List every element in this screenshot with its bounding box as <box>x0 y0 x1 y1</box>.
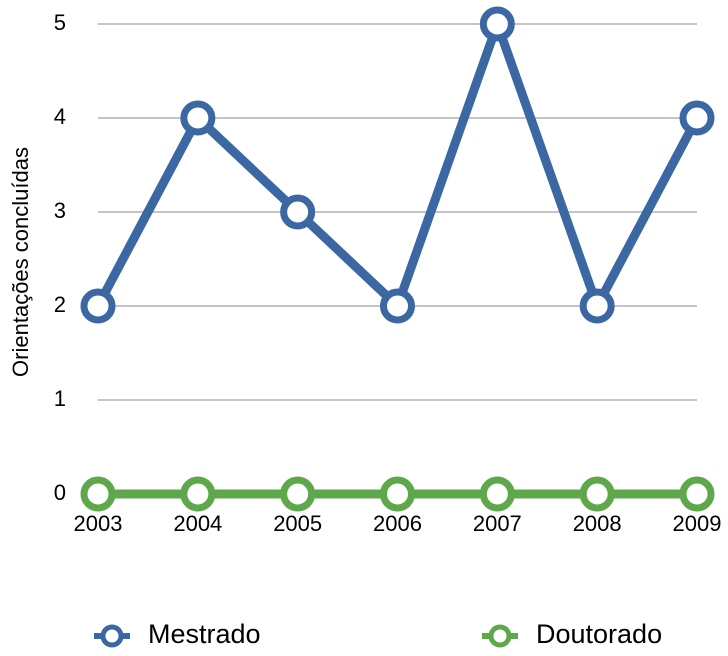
x-tick-label: 2005 <box>273 511 322 536</box>
legend-marker <box>488 624 512 648</box>
y-tick-label: 1 <box>54 386 66 411</box>
y-tick-label: 4 <box>54 104 66 129</box>
y-tick-label: 5 <box>54 10 66 35</box>
point-marker <box>579 288 615 324</box>
x-tick-label: 2003 <box>74 511 123 536</box>
point-marker <box>679 100 715 136</box>
point-marker <box>380 288 415 324</box>
x-tick-label: 2009 <box>673 511 722 536</box>
y-axis-label: Orientações concluídas <box>8 147 33 377</box>
point-marker <box>80 288 116 324</box>
point-marker <box>579 476 615 512</box>
point-marker <box>80 476 116 512</box>
x-tick-label: 2006 <box>373 511 422 536</box>
legend-label: Doutorado <box>536 619 662 649</box>
point-marker <box>280 194 316 230</box>
point-marker <box>180 100 216 136</box>
point-marker <box>679 476 715 512</box>
x-tick-label: 2007 <box>473 511 522 536</box>
point-marker <box>479 476 515 512</box>
x-tick-label: 2008 <box>573 511 622 536</box>
x-tick-label: 2004 <box>173 511 222 536</box>
series-line <box>94 19 701 311</box>
point-marker <box>380 476 415 512</box>
point-marker <box>479 6 515 42</box>
y-tick-label: 2 <box>54 292 66 317</box>
legend-marker <box>100 624 124 648</box>
legend-label: Mestrado <box>148 619 261 649</box>
y-tick-label: 3 <box>54 198 66 223</box>
point-marker <box>180 476 216 512</box>
point-marker <box>280 476 316 512</box>
y-tick-label: 0 <box>54 480 66 505</box>
